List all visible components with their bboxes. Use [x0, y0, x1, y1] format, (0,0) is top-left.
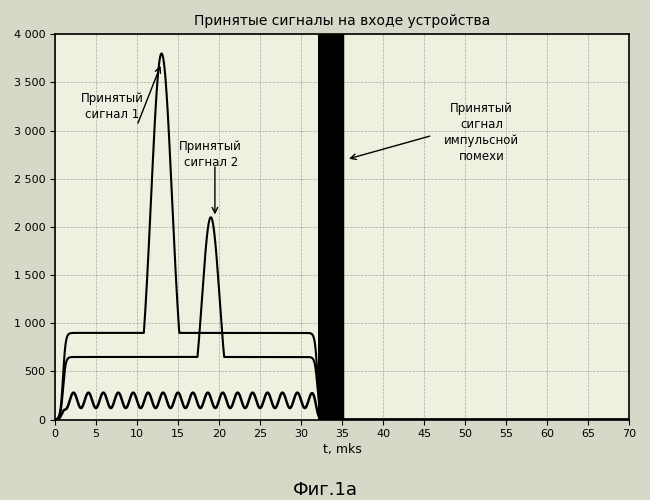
X-axis label: t, mks: t, mks: [323, 444, 361, 456]
Text: Принятый
сигнал 2: Принятый сигнал 2: [179, 140, 242, 169]
Title: Принятые сигналы на входе устройства: Принятые сигналы на входе устройства: [194, 14, 490, 28]
Text: Принятый
сигнал
импульсной
помехи: Принятый сигнал импульсной помехи: [444, 102, 519, 162]
Text: Принятый
сигнал 1: Принятый сигнал 1: [81, 92, 144, 121]
Text: Фиг.1а: Фиг.1а: [292, 481, 358, 499]
